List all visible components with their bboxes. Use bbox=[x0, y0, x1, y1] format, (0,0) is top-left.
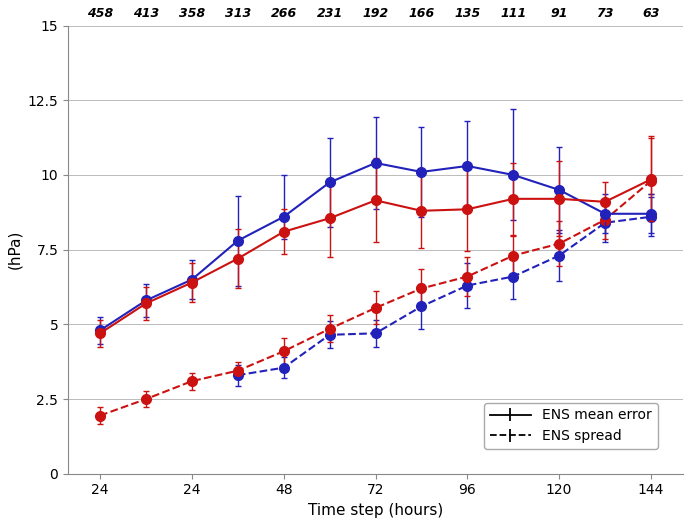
Legend: ENS mean error, ENS spread: ENS mean error, ENS spread bbox=[484, 403, 658, 449]
Y-axis label: (hPa): (hPa) bbox=[7, 230, 22, 269]
X-axis label: Time step (hours): Time step (hours) bbox=[308, 503, 443, 518]
